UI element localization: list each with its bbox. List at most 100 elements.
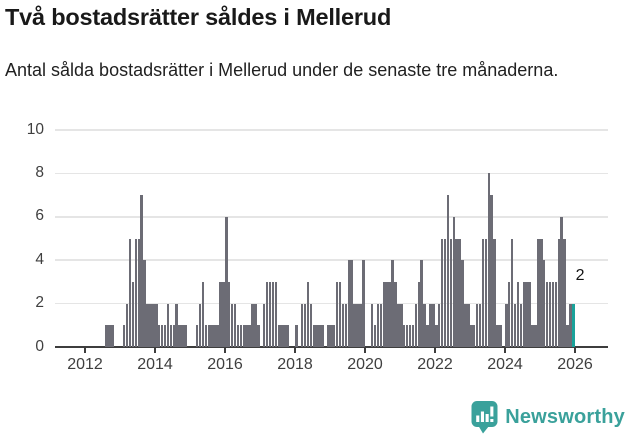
bar xyxy=(478,303,482,347)
bar xyxy=(152,303,155,347)
newsworthy-brand-link[interactable]: Newsworthy xyxy=(471,399,625,435)
bar xyxy=(513,303,517,347)
bar xyxy=(353,303,356,347)
bar xyxy=(274,281,278,347)
bar xyxy=(312,325,316,347)
bar xyxy=(327,325,330,347)
x-axis-tick-label: 2016 xyxy=(207,356,243,373)
bar xyxy=(131,281,135,347)
bar xyxy=(519,303,523,347)
bar xyxy=(540,238,543,347)
bar xyxy=(566,325,569,347)
bar xyxy=(213,325,216,347)
bar xyxy=(542,260,546,347)
x-axis-line xyxy=(55,346,608,348)
bar xyxy=(400,303,403,347)
bar xyxy=(414,303,418,347)
y-axis-tick-label: 6 xyxy=(35,207,44,225)
x-axis-tick xyxy=(84,348,86,353)
bar xyxy=(178,325,181,347)
bar xyxy=(155,303,158,347)
bar xyxy=(140,195,143,347)
bar xyxy=(338,281,342,347)
bar xyxy=(332,325,336,347)
bar xyxy=(149,303,152,347)
x-axis-tick xyxy=(504,348,506,353)
x-axis-tick xyxy=(434,348,436,353)
chart-title: Två bostadsrätter såldes i Mellerud xyxy=(5,4,392,30)
bar xyxy=(195,325,199,347)
bar xyxy=(271,281,275,347)
brand-name: Newsworthy xyxy=(505,405,625,428)
highlight-value-label: 2 xyxy=(575,267,585,284)
bar xyxy=(166,303,170,347)
bar xyxy=(347,260,351,347)
bar xyxy=(525,281,528,347)
bar xyxy=(207,325,211,347)
x-axis-tick-label: 2012 xyxy=(67,356,103,373)
bar xyxy=(277,325,281,347)
bar xyxy=(321,325,324,347)
bar xyxy=(344,303,348,347)
bar xyxy=(248,325,251,347)
bar xyxy=(487,173,491,347)
newsworthy-logo-icon xyxy=(471,401,498,434)
bar xyxy=(137,238,141,347)
bar xyxy=(446,195,450,347)
bar xyxy=(464,303,467,347)
y-axis-tick-label: 2 xyxy=(35,294,44,312)
bar xyxy=(569,303,572,347)
bar xyxy=(432,303,435,347)
bar xyxy=(172,325,176,347)
bar xyxy=(283,325,286,347)
bar xyxy=(350,260,353,347)
bar xyxy=(262,303,266,347)
bar xyxy=(128,238,132,347)
bar xyxy=(257,325,260,347)
x-axis-tick xyxy=(364,348,366,353)
bar xyxy=(472,325,476,347)
bar xyxy=(143,260,146,347)
bar xyxy=(309,303,313,347)
x-axis-tick xyxy=(294,348,296,353)
gridline-y-6 xyxy=(55,216,608,218)
bar xyxy=(251,303,254,347)
bar xyxy=(181,325,184,347)
bar xyxy=(268,281,272,347)
y-axis-tick-label: 10 xyxy=(26,120,44,138)
bar xyxy=(227,281,231,347)
bar xyxy=(548,281,552,347)
bar xyxy=(362,260,365,347)
bar xyxy=(134,238,138,347)
bar xyxy=(236,325,240,347)
bar xyxy=(242,325,246,347)
bar xyxy=(295,325,298,347)
bar xyxy=(499,325,502,347)
y-axis-tick-label: 8 xyxy=(35,163,44,181)
bar xyxy=(435,325,438,347)
bar xyxy=(475,303,479,347)
bar xyxy=(522,281,526,347)
gridline-y-8 xyxy=(55,172,608,175)
bar xyxy=(122,325,126,347)
x-axis-tick xyxy=(154,348,156,353)
bar xyxy=(303,303,307,347)
bar xyxy=(443,238,447,347)
bar xyxy=(426,325,429,347)
bar xyxy=(198,303,202,347)
bar xyxy=(222,281,225,347)
bar xyxy=(376,303,380,347)
bar xyxy=(318,325,321,347)
bar xyxy=(245,325,248,347)
bar xyxy=(505,303,508,347)
bar xyxy=(531,325,534,347)
bar xyxy=(201,281,205,347)
bar xyxy=(455,238,458,347)
bar xyxy=(125,303,129,347)
bar xyxy=(163,325,167,347)
bar xyxy=(184,325,187,347)
bar xyxy=(330,325,333,347)
x-axis-tick-label: 2020 xyxy=(347,356,383,373)
bar xyxy=(411,325,415,347)
